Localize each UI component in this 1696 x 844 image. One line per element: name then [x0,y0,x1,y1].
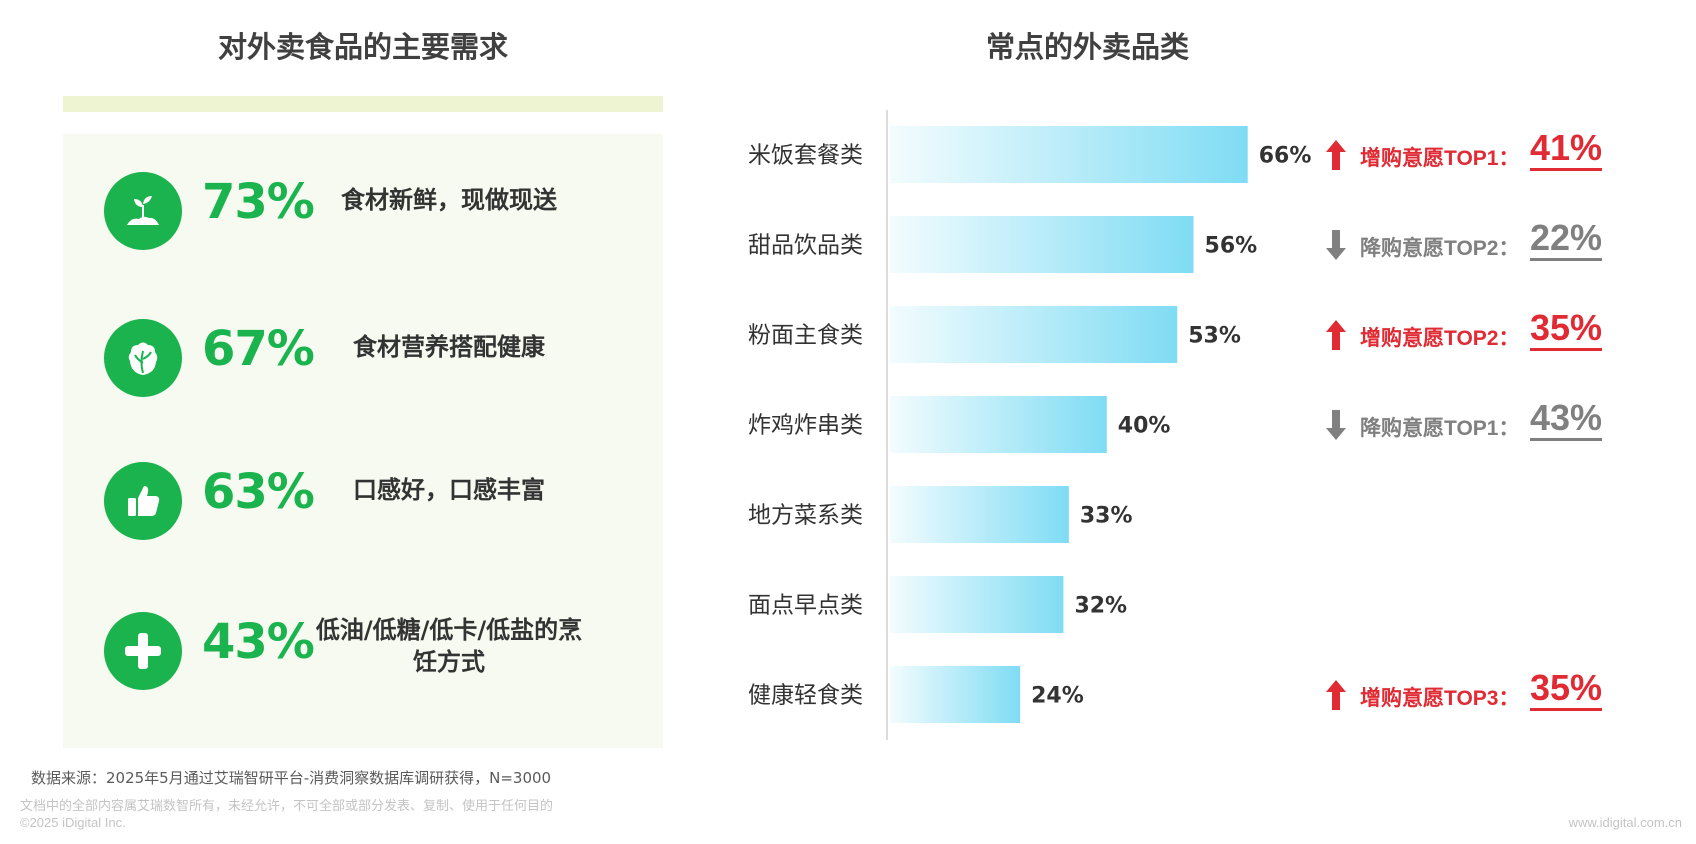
value-label: 24% [1031,684,1084,709]
plus-icon [104,612,182,690]
bar [890,576,1064,633]
arrow-down-icon [1325,408,1347,446]
intent-label: 降购意愿TOP1： [1360,417,1520,440]
need-item: 67% 食材营养搭配健康 [104,319,664,399]
bar [890,216,1194,273]
data-source-note: 数据来源：2025年5月通过艾瑞智研平台-消费洞察数据库调研获得，N=3000 [31,769,552,787]
value-label: 56% [1205,234,1258,259]
category-label: 健康轻食类 [748,683,863,709]
bar [890,306,1178,363]
category-label: 米饭套餐类 [748,143,863,169]
need-percent: 73% [202,174,315,230]
value-label: 32% [1074,594,1127,619]
sprout-icon [104,172,182,250]
arrow-up-icon [1325,678,1347,716]
copyright-disclaimer: 文档中的全部内容属艾瑞数智所有，未经允许，不可全部或部分发表、复制、使用于任何目… [20,799,554,814]
intent-value: 35% [1530,668,1603,711]
value-label: 53% [1188,324,1241,349]
left-title-band [63,96,663,112]
arrow-up-icon [1325,318,1347,356]
value-label: 33% [1080,504,1133,529]
need-text: 口感好，口感丰富 [353,476,545,504]
intent-label: 降购意愿TOP2： [1360,237,1520,260]
intent-value: 22% [1530,218,1603,261]
website-url: www.idigital.com.cn [1568,815,1682,830]
value-label: 66% [1259,144,1312,169]
thumbs-up-icon [104,462,182,540]
bar [890,396,1107,453]
bar [890,126,1248,183]
bar [890,486,1069,543]
need-percent: 43% [202,614,315,670]
arrow-down-icon [1325,228,1347,266]
need-item: 43% 低油/低糖/低卡/低盐的烹饪方式 [104,612,664,692]
need-item: 63% 口感好，口感丰富 [104,462,664,542]
category-label: 地方菜系类 [748,503,863,529]
arrow-up-icon [1325,138,1347,176]
intent-label: 增购意愿TOP3： [1360,687,1520,710]
need-item: 73% 食材新鲜，现做现送 [104,172,664,252]
need-text: 食材营养搭配健康 [353,333,545,361]
category-label: 炸鸡炸串类 [748,413,863,439]
need-percent: 67% [202,321,315,377]
need-text: 低油/低糖/低卡/低盐的烹饪方式 [315,616,583,676]
category-label: 粉面主食类 [748,323,863,349]
category-label: 甜品饮品类 [748,233,863,259]
category-label: 面点早点类 [748,593,863,619]
intent-value: 35% [1530,308,1603,351]
intent-label: 增购意愿TOP1： [1360,147,1520,170]
intent-label: 增购意愿TOP2： [1360,327,1520,350]
chart-title: 常点的外卖品类 [985,30,1189,64]
need-text: 食材新鲜，现做现送 [341,186,557,214]
intent-value: 43% [1530,398,1603,441]
left-panel-title: 对外卖食品的主要需求 [217,30,508,64]
copyright-text: ©2025 iDigital Inc. [20,815,126,830]
intent-value: 41% [1530,128,1603,171]
bar [890,666,1021,723]
need-percent: 63% [202,464,315,520]
lettuce-icon [104,319,182,397]
value-label: 40% [1118,414,1171,439]
